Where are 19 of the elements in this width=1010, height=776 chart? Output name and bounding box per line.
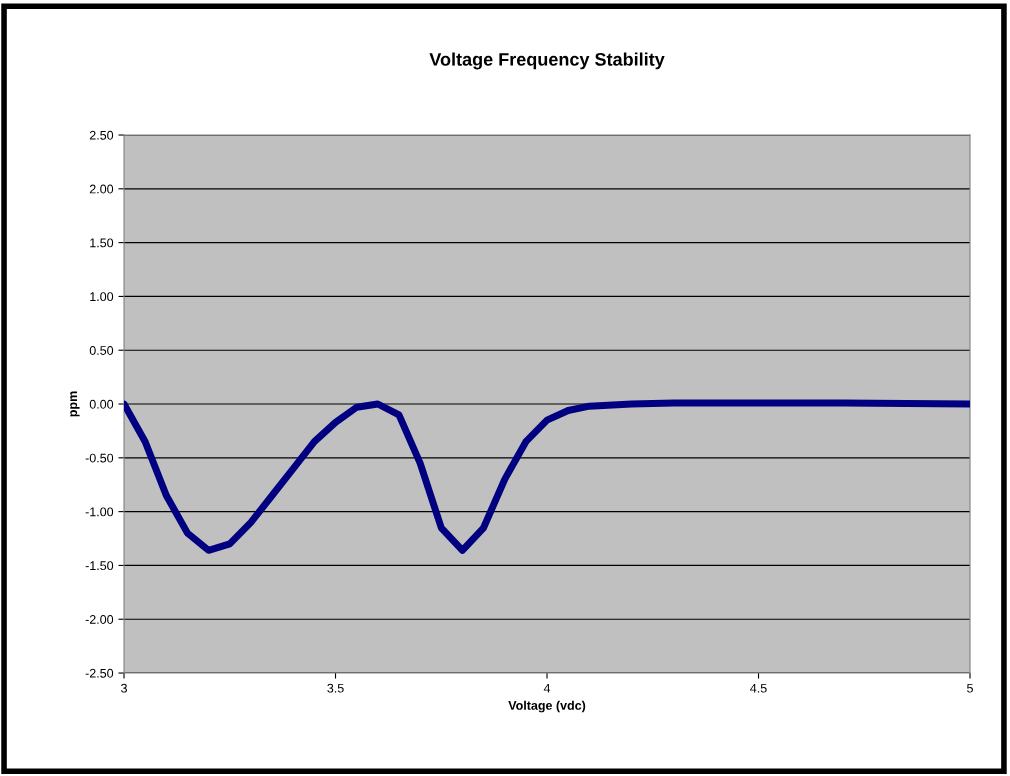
y-tick-label: 1.50: [90, 238, 114, 248]
x-tick-label: 4: [543, 683, 551, 693]
x-axis-title: Voltage (vdc): [508, 700, 586, 713]
x-tick-label: 5: [967, 683, 973, 693]
y-tick-label: -2.00: [85, 615, 114, 624]
x-tick-label: 3: [121, 683, 127, 693]
y-tick-label: 1.00: [90, 292, 114, 302]
y-tick-label: 2.50: [89, 130, 114, 140]
y-tick-label: -2.50: [85, 668, 114, 678]
chart-title: Voltage Frequency Stability: [429, 52, 665, 70]
y-tick-label: 0.50: [89, 346, 114, 355]
y-tick-label: 0.00: [89, 399, 114, 409]
x-tick-label: 4.5: [750, 683, 767, 693]
y-axis-title: ppm: [70, 391, 80, 417]
y-tick-label: 2.00: [89, 184, 114, 194]
y-tick-label: -1.00: [85, 507, 114, 517]
x-tick-label: 3.5: [327, 683, 344, 693]
y-tick-label: -0.50: [85, 453, 114, 463]
y-tick-label: -1.50: [85, 561, 114, 571]
